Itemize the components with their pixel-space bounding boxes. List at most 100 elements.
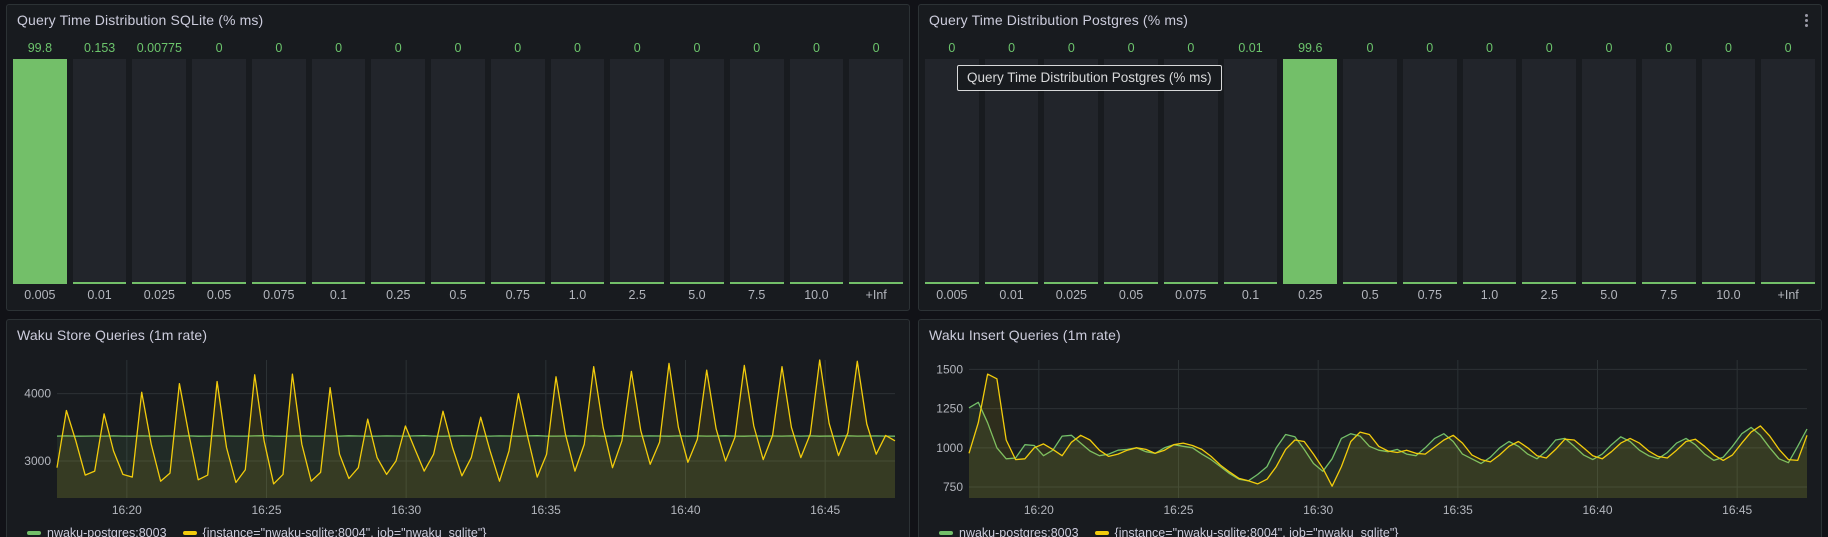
x-axis-tick-label: 16:30 bbox=[1303, 503, 1333, 517]
histogram-bucket[interactable]: 99.8 0.005 bbox=[13, 37, 67, 306]
histogram-bucket[interactable]: 0 5.0 bbox=[670, 37, 724, 306]
histogram-bar bbox=[132, 280, 187, 284]
legend-item[interactable]: nwaku-postgres:8003 bbox=[27, 526, 167, 537]
histogram-bucket[interactable]: 0 0.5 bbox=[1343, 37, 1397, 306]
histogram-bar bbox=[1522, 280, 1577, 284]
histogram-bucket[interactable]: 0 +Inf bbox=[849, 37, 904, 306]
histogram-bucket[interactable]: 0 2.5 bbox=[1522, 37, 1577, 306]
histogram-bucket-value: 0 bbox=[574, 41, 581, 55]
histogram-bucket-track bbox=[984, 59, 1039, 284]
series-line bbox=[968, 373, 1808, 487]
legend-item-label: {instance="nwaku-sqlite:8004", job="nwak… bbox=[202, 526, 487, 537]
histogram-bucket[interactable]: 0 0.025 bbox=[1044, 37, 1099, 306]
histogram-bucket[interactable]: 0 10.0 bbox=[1701, 37, 1756, 306]
histogram-bar bbox=[925, 280, 979, 284]
kebab-menu-icon[interactable] bbox=[1797, 9, 1815, 31]
histogram-bucket-value: 0 bbox=[633, 41, 641, 55]
panel-body-postgres: 0 0.005 0 0.01 0 0.025 0 0.05 0 0.075 0.01 0.1 99.6 0… bbox=[919, 35, 1821, 310]
histogram-bar bbox=[1582, 280, 1636, 284]
histogram-bucket[interactable]: 0 0.25 bbox=[371, 37, 426, 306]
timeseries-svg: 1500 1250 1000 750 16:20 16:25 16:30 16:35 16:40… bbox=[936, 360, 1808, 517]
histogram-bucket-track bbox=[670, 59, 724, 284]
histogram-bucket-label: 0.1 bbox=[329, 288, 348, 302]
histogram-bar bbox=[1701, 280, 1756, 284]
histogram-bucket[interactable]: 0 0.01 bbox=[984, 37, 1039, 306]
histogram-bucket[interactable]: 0 10.0 bbox=[789, 37, 844, 306]
histogram-bucket[interactable]: 0 +Inf bbox=[1761, 37, 1816, 306]
x-axis-tick-label: 16:20 bbox=[1024, 503, 1054, 517]
histogram-bucket-value: 99.8 bbox=[27, 41, 53, 55]
histogram-bucket[interactable]: 0 1.0 bbox=[550, 37, 605, 306]
histogram-bucket[interactable]: 0 7.5 bbox=[729, 37, 784, 306]
histogram-bucket-label: 0.075 bbox=[1175, 288, 1207, 302]
x-axis-tick-label: 16:20 bbox=[112, 503, 142, 517]
x-axis-tick-label: 16:35 bbox=[531, 503, 561, 517]
histogram-bucket[interactable]: 0 0.075 bbox=[1163, 37, 1218, 306]
histogram-bucket-label: 0.25 bbox=[1298, 288, 1323, 302]
kebab-dot bbox=[1804, 18, 1808, 22]
histogram-bucket[interactable]: 0 7.5 bbox=[1641, 37, 1696, 306]
histogram-bar bbox=[729, 280, 784, 284]
legend-item[interactable]: {instance="nwaku-sqlite:8004", job="nwak… bbox=[1094, 526, 1398, 537]
histogram-bucket[interactable]: 0 0.005 bbox=[925, 37, 979, 306]
histogram-bucket-label: 2.5 bbox=[628, 288, 646, 302]
panel-title-insert-queries[interactable]: Waku Insert Queries (1m rate) bbox=[929, 327, 1121, 343]
y-axis-tick-label: 4000 bbox=[24, 387, 51, 401]
histogram-bucket-label: 0.025 bbox=[1055, 288, 1087, 302]
histogram-bucket-label: 0.01 bbox=[999, 288, 1024, 302]
legend-item[interactable]: nwaku-postgres:8003 bbox=[939, 526, 1079, 537]
x-axis-tick-label: 16:40 bbox=[670, 503, 700, 517]
histogram-bar bbox=[1761, 280, 1816, 284]
histogram-bucket[interactable]: 0 0.05 bbox=[1104, 37, 1158, 306]
histogram-bucket[interactable]: 0 1.0 bbox=[1462, 37, 1517, 306]
plot-area-store-queries[interactable]: 4000 3000 16:20 16:25 16:30 16:35 16:40 16:45 bbox=[13, 350, 903, 520]
legend-color-swatch bbox=[1094, 531, 1109, 535]
histogram-bucket-value: 0 bbox=[1426, 41, 1434, 55]
histogram-bucket-label: 7.5 bbox=[747, 288, 766, 302]
histogram-bucket[interactable]: 0 0.5 bbox=[431, 37, 485, 306]
legend-item[interactable]: {instance="nwaku-sqlite:8004", job="nwak… bbox=[182, 526, 487, 537]
histogram-bucket-label: +Inf bbox=[865, 288, 887, 302]
histogram-bucket[interactable]: 0.00775 0.025 bbox=[132, 37, 187, 306]
panel-title-store-queries[interactable]: Waku Store Queries (1m rate) bbox=[17, 327, 208, 343]
histogram-bar bbox=[1283, 59, 1338, 284]
histogram-bucket-label: 0.25 bbox=[386, 288, 411, 302]
histogram-bucket-label: 0.005 bbox=[24, 288, 56, 302]
panel-title-postgres[interactable]: Query Time Distribution Postgres (% ms) bbox=[929, 12, 1189, 28]
histogram-bucket[interactable]: 0 0.075 bbox=[251, 37, 306, 306]
panel-header-store-queries: Waku Store Queries (1m rate) bbox=[7, 320, 909, 350]
histogram-bucket-label: 1.0 bbox=[1480, 288, 1499, 302]
histogram-bucket-value: 0 bbox=[1486, 41, 1493, 55]
histogram-bucket[interactable]: 0 0.05 bbox=[192, 37, 246, 306]
histogram-bar bbox=[984, 280, 1039, 284]
histogram-bar bbox=[1044, 280, 1099, 284]
histogram-bucket[interactable]: 0 0.75 bbox=[1402, 37, 1457, 306]
histogram-bucket-label: 0.75 bbox=[505, 288, 530, 302]
histogram-bar bbox=[251, 280, 306, 284]
histogram-bucket-value: 0 bbox=[1724, 41, 1732, 55]
histogram-bucket-track bbox=[1104, 59, 1158, 284]
panel-header-insert-queries: Waku Insert Queries (1m rate) bbox=[919, 320, 1821, 350]
histogram-bucket-track bbox=[1163, 59, 1218, 284]
panel-title-sqlite[interactable]: Query Time Distribution SQLite (% ms) bbox=[17, 12, 264, 28]
histogram-bucket-label: +Inf bbox=[1777, 288, 1799, 302]
histogram-bucket[interactable]: 99.6 0.25 bbox=[1283, 37, 1338, 306]
histogram-bucket[interactable]: 0.01 0.1 bbox=[1223, 37, 1278, 306]
y-axis-tick-label: 750 bbox=[943, 480, 963, 494]
plot-area-insert-queries[interactable]: 1500 1250 1000 750 16:20 16:25 16:30 16:35 16:40… bbox=[925, 350, 1815, 520]
histogram-bucket-value: 0 bbox=[948, 41, 956, 55]
histogram-bucket-value: 0 bbox=[1545, 41, 1553, 55]
histogram-bucket[interactable]: 0 0.75 bbox=[490, 37, 545, 306]
histogram-bucket[interactable]: 0.153 0.01 bbox=[72, 37, 127, 306]
legend-item-label: nwaku-postgres:8003 bbox=[959, 526, 1079, 537]
kebab-dot bbox=[1804, 13, 1808, 17]
x-axis-tick-label: 16:25 bbox=[1163, 503, 1193, 517]
histogram-bucket-track bbox=[371, 59, 426, 284]
histogram-bucket[interactable]: 0 2.5 bbox=[610, 37, 665, 306]
histogram-bucket[interactable]: 0 5.0 bbox=[1582, 37, 1636, 306]
histogram-bar bbox=[1104, 280, 1158, 284]
x-axis-tick-label: 16:40 bbox=[1582, 503, 1612, 517]
histogram-bucket-value: 0 bbox=[1187, 41, 1195, 55]
histogram-bucket[interactable]: 0 0.1 bbox=[311, 37, 366, 306]
histogram-bucket-track bbox=[251, 59, 306, 284]
